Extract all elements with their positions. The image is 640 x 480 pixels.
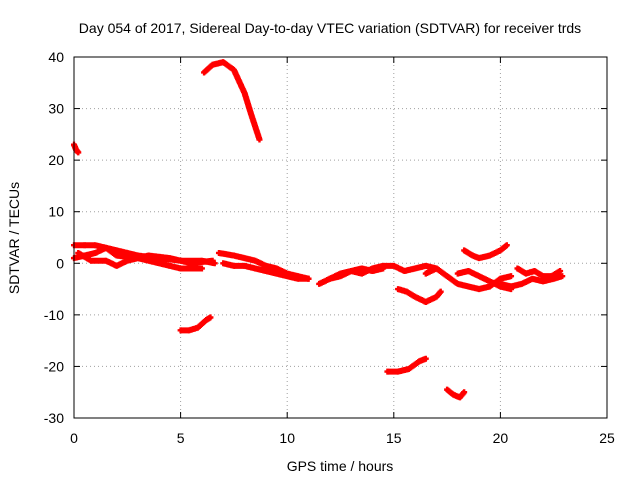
y-tick-label: -20: [44, 358, 64, 374]
data-point: [256, 136, 263, 143]
x-tick-label: 10: [279, 430, 295, 446]
y-tick-label: 30: [48, 101, 64, 117]
data-point: [559, 273, 566, 280]
axis-ticks: [73, 56, 608, 419]
plot-frame: [73, 56, 608, 419]
x-tick-label: 15: [386, 430, 402, 446]
data-point: [75, 149, 82, 156]
tick-labels: 0 5 10 15 20 25 -30 -20 -10 0 10 20 30 40: [44, 49, 615, 446]
data-point: [557, 268, 564, 275]
data-trail: [204, 315, 213, 323]
series-arc-r: [444, 386, 468, 401]
data-trail: [73, 147, 81, 155]
data-point: [305, 275, 312, 282]
data-points: [71, 59, 566, 401]
y-tick-label: -30: [44, 410, 64, 426]
x-axis-label: GPS time / hours: [287, 458, 394, 474]
series-arc-q: [384, 355, 429, 375]
series-arc-b: [201, 59, 263, 143]
x-tick-label: 0: [70, 430, 78, 446]
data-point: [437, 288, 444, 295]
y-tick-label: -10: [44, 307, 64, 323]
data-point: [380, 265, 387, 272]
data-point: [461, 389, 468, 396]
x-tick-label: 25: [599, 430, 615, 446]
data-point: [508, 273, 515, 280]
series-arc-e: [75, 249, 216, 269]
y-tick-label: 0: [56, 255, 64, 271]
data-point: [209, 257, 216, 264]
y-tick-label: 40: [48, 49, 64, 65]
series-arc-i: [326, 265, 387, 282]
series-arc-o: [514, 265, 564, 280]
x-tick-label: 5: [177, 430, 185, 446]
series-arc-p: [177, 314, 214, 334]
series-arc-n: [497, 273, 566, 290]
data-point: [422, 355, 429, 362]
data-point: [207, 314, 214, 321]
series-arc-g: [220, 260, 312, 282]
y-tick-label: 10: [48, 204, 64, 220]
series-arc-j: [395, 286, 444, 305]
series-arc-m: [461, 242, 510, 262]
x-tick-label: 20: [493, 430, 509, 446]
data-point: [198, 265, 205, 272]
chart-title: Day 054 of 2017, Sidereal Day-to-day VTE…: [79, 20, 581, 36]
y-tick-label: 20: [48, 152, 64, 168]
y-axis-label: SDTVAR / TECUs: [6, 182, 22, 294]
data-point: [503, 242, 510, 249]
